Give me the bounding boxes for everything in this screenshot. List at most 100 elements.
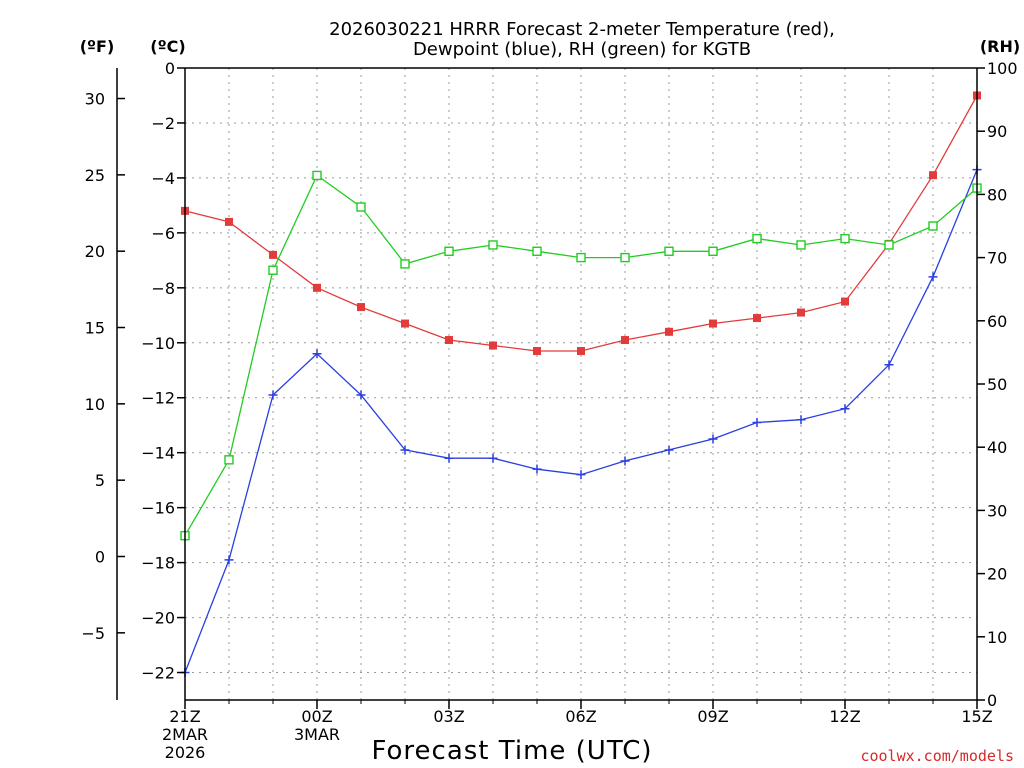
temperature-point — [709, 319, 717, 328]
rh-tick-label: 50 — [987, 375, 1007, 394]
fahrenheit-tick-label: 10 — [85, 395, 105, 414]
x-tick-label: 12Z — [829, 707, 860, 726]
x-axis-label: Forecast Time (UTC) — [371, 736, 652, 766]
dewpoint-point — [400, 445, 410, 455]
fahrenheit-tick-label: 25 — [85, 166, 105, 185]
rh-point — [664, 246, 674, 256]
temperature-point — [621, 336, 629, 345]
rh-unit-label: (RH) — [980, 37, 1020, 56]
celsius-tick-label: −4 — [151, 169, 175, 188]
dewpoint-point — [532, 464, 542, 474]
temperature-point — [401, 319, 409, 328]
dewpoint-point — [840, 404, 850, 414]
x-tick-label: 00Z — [301, 707, 332, 726]
x-tick-label: 06Z — [565, 707, 596, 726]
dewpoint-point — [576, 470, 586, 480]
x-tick-label: 03Z — [433, 707, 464, 726]
chart-title: 2026030221 HRRR Forecast 2-meter Tempera… — [329, 19, 835, 60]
fahrenheit-tick-label: 0 — [95, 548, 105, 567]
celsius-tick-label: 0 — [165, 59, 175, 78]
temperature-point — [841, 297, 849, 306]
rh-point — [576, 252, 586, 263]
celsius-tick-label: −12 — [141, 389, 175, 408]
celsius-tick-label: −2 — [151, 114, 175, 133]
rh-point — [268, 265, 278, 275]
dewpoint-point — [884, 360, 894, 370]
dewpoint-series — [180, 165, 982, 678]
rh-point — [752, 233, 762, 244]
dewpoint-point — [312, 349, 322, 359]
temperature-point — [225, 217, 233, 226]
x-tick-label: 2026 — [165, 743, 206, 762]
celsius-unit-label: (ºC) — [150, 37, 185, 56]
temperature-point — [445, 336, 453, 345]
celsius-tick-label: −14 — [141, 444, 175, 463]
rh-tick-label: 100 — [987, 59, 1018, 78]
celsius-tick-label: −18 — [141, 554, 175, 573]
chart-title-line-1: 2026030221 HRRR Forecast 2-meter Tempera… — [329, 19, 835, 40]
rh-point — [532, 246, 542, 256]
dewpoint-point — [356, 390, 366, 400]
dewpoint-line — [184, 169, 978, 673]
rh-tick-label: 40 — [987, 438, 1007, 457]
rh-point — [708, 246, 718, 256]
fahrenheit-tick-label: −5 — [81, 624, 105, 643]
rh-point — [796, 240, 806, 250]
celsius-tick-label: −22 — [141, 664, 175, 683]
rh-tick-label: 70 — [987, 249, 1007, 268]
rh-tick-label: 90 — [987, 122, 1007, 141]
dewpoint-point — [708, 434, 718, 444]
rh-point — [312, 170, 322, 181]
fahrenheit-unit-label: (ºF) — [80, 37, 115, 56]
celsius-tick-label: −6 — [151, 224, 175, 243]
credit-text: coolwx.com/models — [860, 747, 1014, 765]
dewpoint-point — [488, 453, 498, 463]
temperature-point — [269, 250, 277, 259]
x-tick-label: 21Z — [169, 707, 200, 726]
rh-tick-label: 20 — [987, 565, 1007, 584]
fahrenheit-tick-label: 15 — [85, 319, 105, 338]
fahrenheit-tick-label: 5 — [95, 471, 105, 490]
dewpoint-point — [444, 453, 454, 463]
rh-tick-label: 30 — [987, 501, 1007, 520]
x-tick-label: 2MAR — [162, 725, 208, 744]
x-tick-label: 15Z — [961, 707, 992, 726]
rh-point — [356, 202, 366, 212]
celsius-tick-label: −10 — [141, 334, 175, 353]
rh-point — [400, 259, 410, 269]
temperature-point — [797, 308, 805, 317]
temperature-point — [489, 341, 497, 350]
dewpoint-point — [928, 272, 938, 282]
temperature-point — [753, 314, 761, 323]
temperature-point — [533, 347, 541, 356]
rh-tick-label: 0 — [987, 691, 997, 710]
celsius-tick-label: −8 — [151, 279, 175, 298]
fahrenheit-tick-label: 20 — [85, 242, 105, 261]
dewpoint-point — [620, 456, 630, 466]
rh-tick-label: 60 — [987, 312, 1007, 331]
dewpoint-point — [268, 390, 278, 400]
x-tick-label: 09Z — [697, 707, 728, 726]
rh-tick-label: 10 — [987, 628, 1007, 647]
x-tick-label: 3MAR — [294, 725, 340, 744]
rh-point — [620, 252, 630, 263]
rh-point — [224, 455, 234, 465]
rh-tick-label: 80 — [987, 185, 1007, 204]
dewpoint-point — [224, 555, 234, 565]
fahrenheit-tick-label: 30 — [85, 90, 105, 109]
celsius-tick-label: −16 — [141, 499, 175, 518]
grid-lines — [185, 68, 977, 700]
chart-title-line-2: Dewpoint (blue), RH (green) for KGTB — [413, 39, 751, 60]
temperature-point — [313, 283, 321, 292]
dewpoint-point — [796, 415, 806, 425]
rh-point — [884, 240, 894, 250]
rh-point — [840, 233, 850, 244]
rh-point — [488, 240, 498, 250]
dewpoint-point — [664, 445, 674, 455]
dewpoint-point — [752, 417, 762, 427]
temperature-point — [357, 303, 365, 312]
rh-point — [444, 246, 454, 256]
temperature-point — [929, 171, 937, 180]
temperature-point — [577, 347, 585, 356]
